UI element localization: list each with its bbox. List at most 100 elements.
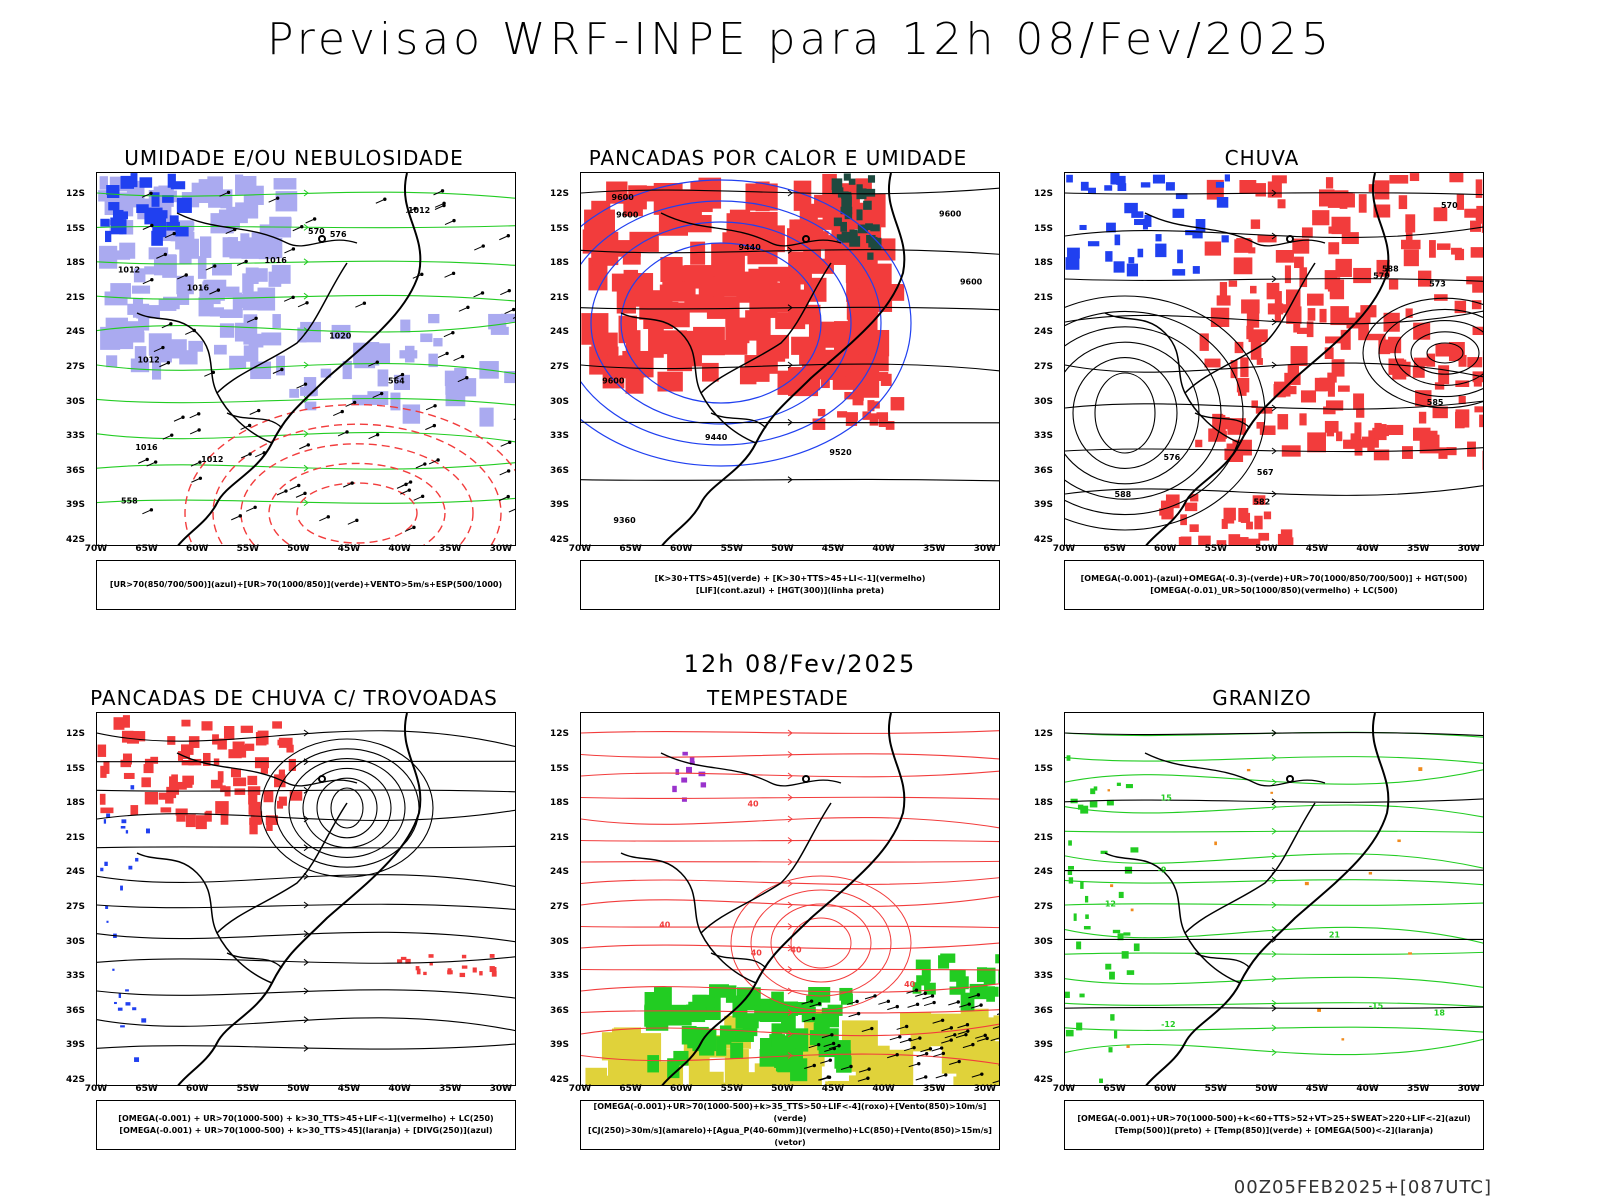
lat-tick-label: 30S bbox=[66, 396, 86, 407]
lat-tick-label: 30S bbox=[66, 936, 86, 947]
contour-label: 9600 bbox=[612, 193, 635, 202]
contour-label: 570 bbox=[308, 227, 325, 236]
lon-tick-label: 45W bbox=[821, 1084, 845, 1094]
coastline-borders bbox=[136, 173, 422, 545]
rain-red-south bbox=[1159, 493, 1294, 545]
lon-tick-label: 35W bbox=[922, 1084, 946, 1094]
lat-tick-label: 30S bbox=[1034, 396, 1054, 407]
lat-tick-label: 42S bbox=[66, 1075, 86, 1085]
lon-tick-label: 70W bbox=[84, 1084, 108, 1094]
contour-label: 1012 bbox=[118, 266, 140, 275]
contour-label: 585 bbox=[1427, 398, 1444, 407]
temp850-dense-west bbox=[1065, 755, 1140, 1084]
contour-label: 570 bbox=[1441, 201, 1458, 210]
lat-tick-label: 27S bbox=[66, 902, 86, 912]
lat-tick-label: 33S bbox=[66, 431, 86, 442]
instability-red-coast bbox=[801, 360, 905, 430]
instability-green-area bbox=[831, 173, 882, 260]
lat-tick-label: 18S bbox=[66, 798, 86, 809]
lat-tick-label: 33S bbox=[1034, 431, 1054, 442]
lat-tick-label: 21S bbox=[550, 832, 570, 843]
lon-tick-label: 30W bbox=[973, 1084, 997, 1094]
lon-tick-label: 30W bbox=[1457, 544, 1481, 554]
lat-tick-label: 27S bbox=[1034, 902, 1054, 912]
lon-tick-label: 65W bbox=[135, 544, 158, 554]
legend-box: [OMEGA(-0.001)+UR>70(1000-500)+k<60+TTS>… bbox=[1064, 1100, 1484, 1150]
forecast-date-label: 12h 08/Fev/2025 bbox=[683, 650, 917, 678]
lat-tick-label: 24S bbox=[66, 327, 86, 338]
contour-label: 40 bbox=[747, 799, 759, 808]
lat-tick-label: 18S bbox=[550, 798, 570, 809]
map-svg: 588 588 585 582 579 576 573 570 567 bbox=[1065, 173, 1483, 545]
map-svg: 1012 1012 1012 1016 1016 1016 1012 1020 576 570 56… bbox=[97, 173, 515, 545]
lon-tick-label: 30W bbox=[973, 544, 997, 554]
lon-tick-label: 70W bbox=[568, 544, 592, 554]
lon-tick-label: 55W bbox=[1204, 1084, 1228, 1094]
main-title: Previsao WRF-INPE para 12h 08/Fev/2025 bbox=[267, 14, 1333, 65]
map-plot: 9600 9600 9600 9600 9600 9520 9440 9440 9360 bbox=[580, 172, 1000, 546]
lon-tick-label: 65W bbox=[619, 544, 642, 554]
coastline-borders bbox=[1104, 713, 1390, 1085]
legend-line: [OMEGA(-0.001)+UR>70(1000-500)+k>35_TTS>… bbox=[593, 1102, 987, 1123]
map-svg: -9 -12 -15 12 15 18 21 bbox=[1065, 713, 1483, 1085]
lat-tick-label: 42S bbox=[66, 535, 86, 545]
lat-tick-label: 18S bbox=[1034, 258, 1054, 269]
lat-tick-label: 42S bbox=[1034, 535, 1054, 545]
map-plot: 40 40 40 40 40 bbox=[580, 712, 1000, 1086]
lat-tick-label: 39S bbox=[550, 1040, 570, 1051]
lon-tick-label: 40W bbox=[388, 1084, 411, 1094]
run-timestamp: 00Z05FEB2025+[087UTC] bbox=[1233, 1177, 1492, 1198]
lon-tick-label: 50W bbox=[771, 544, 794, 554]
legend-box: [OMEGA(-0.001) + UR>70(1000-500) + k>30_… bbox=[96, 1100, 516, 1150]
contour-label: 573 bbox=[1429, 280, 1446, 289]
thickness-contours bbox=[184, 403, 515, 545]
lat-tick-label: 15S bbox=[1034, 223, 1054, 234]
panel-title: TEMPESTADE bbox=[707, 686, 849, 710]
contour-label: 1012 bbox=[137, 356, 159, 365]
panel-umidade: UMIDADE E/OU NEBULOSIDADE 1012 1012 1012 101… bbox=[66, 146, 516, 626]
humidity-mid-layer bbox=[98, 174, 298, 380]
lat-tick-label: 39S bbox=[1034, 1040, 1054, 1051]
lon-tick-label: 30W bbox=[1457, 1084, 1481, 1094]
panel-tempestade: TEMPESTADE 40 40 40 40 40 12S 15S 18S 21S 24S 27S 30… bbox=[550, 686, 1000, 1166]
coastline-borders bbox=[620, 713, 906, 1085]
lat-tick-label: 12S bbox=[66, 189, 86, 199]
lon-tick-label: 60W bbox=[185, 544, 209, 554]
lon-tick-label: 55W bbox=[1204, 544, 1228, 554]
contour-label: 9600 bbox=[939, 210, 962, 219]
hgt500-high bbox=[1065, 295, 1266, 531]
hgt500-lines bbox=[1065, 189, 1483, 498]
lat-tick-label: 24S bbox=[550, 327, 570, 338]
legend-box: [UR>70(850/700/500)](azul)+[UR>70(1000/8… bbox=[96, 560, 516, 610]
contour-label: 567 bbox=[1257, 468, 1274, 477]
contour-label: -15 bbox=[1369, 1001, 1384, 1010]
temp850-contours bbox=[1065, 729, 1483, 1056]
lon-tick-label: 35W bbox=[438, 544, 462, 554]
lon-tick-label: 50W bbox=[1255, 1084, 1278, 1094]
lat-tick-label: 24S bbox=[66, 867, 86, 878]
contour-label: 1016 bbox=[265, 256, 288, 265]
lon-tick-label: 70W bbox=[84, 544, 108, 554]
contour-label: 9440 bbox=[705, 433, 728, 442]
lat-tick-label: 15S bbox=[1034, 763, 1054, 774]
lon-tick-label: 70W bbox=[568, 1084, 592, 1094]
wind850-green-area bbox=[644, 984, 853, 1082]
omega500-orange bbox=[1107, 767, 1423, 1048]
contour-label: 9600 bbox=[960, 277, 983, 286]
lon-tick-label: 50W bbox=[287, 544, 310, 554]
lat-tick-label: 18S bbox=[550, 258, 570, 269]
contour-label: 582 bbox=[1253, 498, 1270, 507]
lon-tick-label: 60W bbox=[1153, 544, 1177, 554]
lat-tick-label: 39S bbox=[66, 1040, 86, 1051]
lc850-streamlines bbox=[581, 729, 999, 1065]
map-plot bbox=[96, 712, 516, 1086]
lon-tick-label: 40W bbox=[1356, 544, 1379, 554]
hgt500-low bbox=[1362, 297, 1483, 409]
lat-tick-label: 30S bbox=[550, 936, 570, 947]
lon-tick-label: 30W bbox=[489, 1084, 513, 1094]
lat-tick-label: 15S bbox=[550, 763, 570, 774]
contour-labels: 9600 9600 9600 9600 9600 9520 9440 9440 9360 bbox=[602, 193, 983, 525]
contour-label: 9520 bbox=[829, 448, 852, 457]
legend-line: [UR>70(850/700/500)](azul)+[UR>70(1000/8… bbox=[109, 580, 503, 589]
contour-label: 12 bbox=[1105, 900, 1116, 909]
